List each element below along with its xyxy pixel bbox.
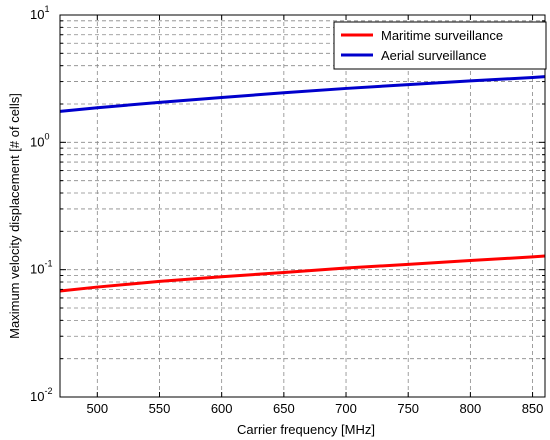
- series-line-1: [59, 75, 546, 113]
- x-tick-label: 850: [522, 401, 544, 416]
- x-axis-label: Carrier frequency [MHz]: [237, 422, 375, 437]
- legend-label-aerial: Aerial surveillance: [381, 48, 487, 63]
- grid-lines: [60, 15, 545, 397]
- y-tick-exponent: -1: [44, 259, 52, 269]
- series-layer: [59, 75, 546, 293]
- x-tick-label: 600: [211, 401, 233, 416]
- y-tick-label: 10-1: [30, 259, 52, 277]
- legend-label-maritime: Maritime surveillance: [381, 28, 503, 43]
- y-tick-label: 100: [30, 131, 49, 149]
- x-tick-label: 650: [273, 401, 295, 416]
- y-tick-exponent: 1: [44, 4, 49, 14]
- y-tick-exponent: -2: [44, 386, 52, 396]
- y-tick-label: 10-2: [30, 386, 52, 404]
- x-tick-label: 750: [397, 401, 419, 416]
- x-tick-label: 700: [335, 401, 357, 416]
- y-axis-label: Maximum velocity displacement [# of cell…: [7, 93, 22, 339]
- x-tick-label: 800: [460, 401, 482, 416]
- x-tick-label: 500: [86, 401, 108, 416]
- y-tick-exponent: 0: [44, 131, 49, 141]
- series-line-0: [59, 254, 546, 293]
- y-tick-label: 101: [30, 4, 49, 22]
- x-tick-label: 550: [149, 401, 171, 416]
- legend: Maritime surveillance Aerial surveillanc…: [333, 21, 547, 70]
- plot-frame: [59, 14, 546, 398]
- legend-box: [333, 21, 547, 70]
